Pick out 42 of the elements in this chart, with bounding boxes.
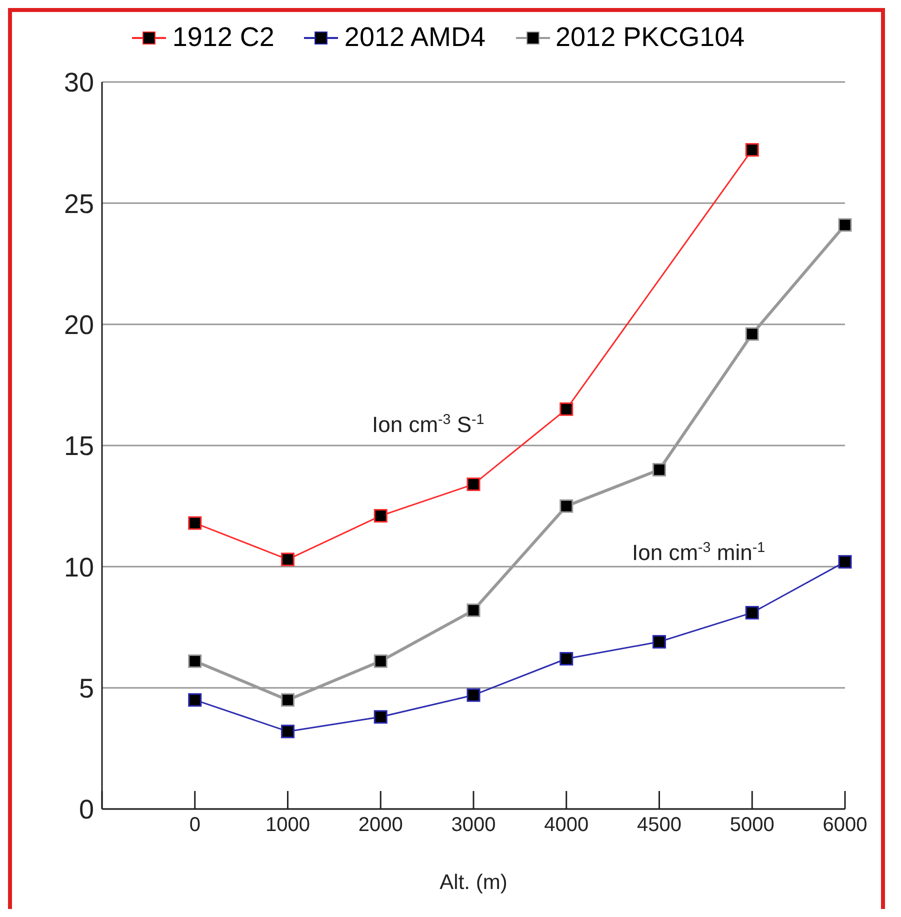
point [466,688,480,702]
y-tick-label: 30 [64,68,94,98]
annotation: Ion cm$^{-3}$ min$^{-1}$ [632,540,766,565]
point [652,462,666,476]
point [838,218,852,232]
point [281,724,294,738]
point [652,635,666,649]
point [745,327,759,341]
point [374,509,388,523]
point [466,604,480,618]
y-tick-label: 20 [64,310,94,340]
point [745,606,759,620]
point [374,710,388,724]
point [281,693,294,707]
point [374,654,388,668]
x-tick-label: 4000 [544,814,589,836]
legend-label: 2012 AMD4 [344,22,486,53]
point [838,555,852,569]
point [188,654,202,668]
x-tick-label: 6000 [822,814,868,836]
x-tick-label: 3000 [451,814,496,836]
x-tick-label: 5000 [730,814,774,836]
point [560,652,574,666]
legend-label: 1912 C2 [172,22,274,53]
point [188,693,202,707]
y-tick-label: 15 [64,431,94,462]
x-tick-label: 4500 [637,814,682,836]
annotation: Ion cm$^{-3}$ S$^{-1}$ [372,412,484,437]
point [745,143,759,157]
x-tick-label: 2000 [358,814,403,836]
point [560,499,574,513]
point [188,516,202,530]
point [560,402,574,416]
point [281,552,294,566]
y-tick-label: 10 [64,552,94,582]
legend-label: 2012 PKCG104 [556,22,745,53]
point [466,478,480,492]
x-axis-title: Alt. (m) [440,871,508,894]
x-tick-label: 0 [189,814,200,836]
y-tick-label: 5 [78,673,94,704]
y-tick-label: 25 [64,188,94,219]
x-tick-label: 1000 [266,814,310,836]
